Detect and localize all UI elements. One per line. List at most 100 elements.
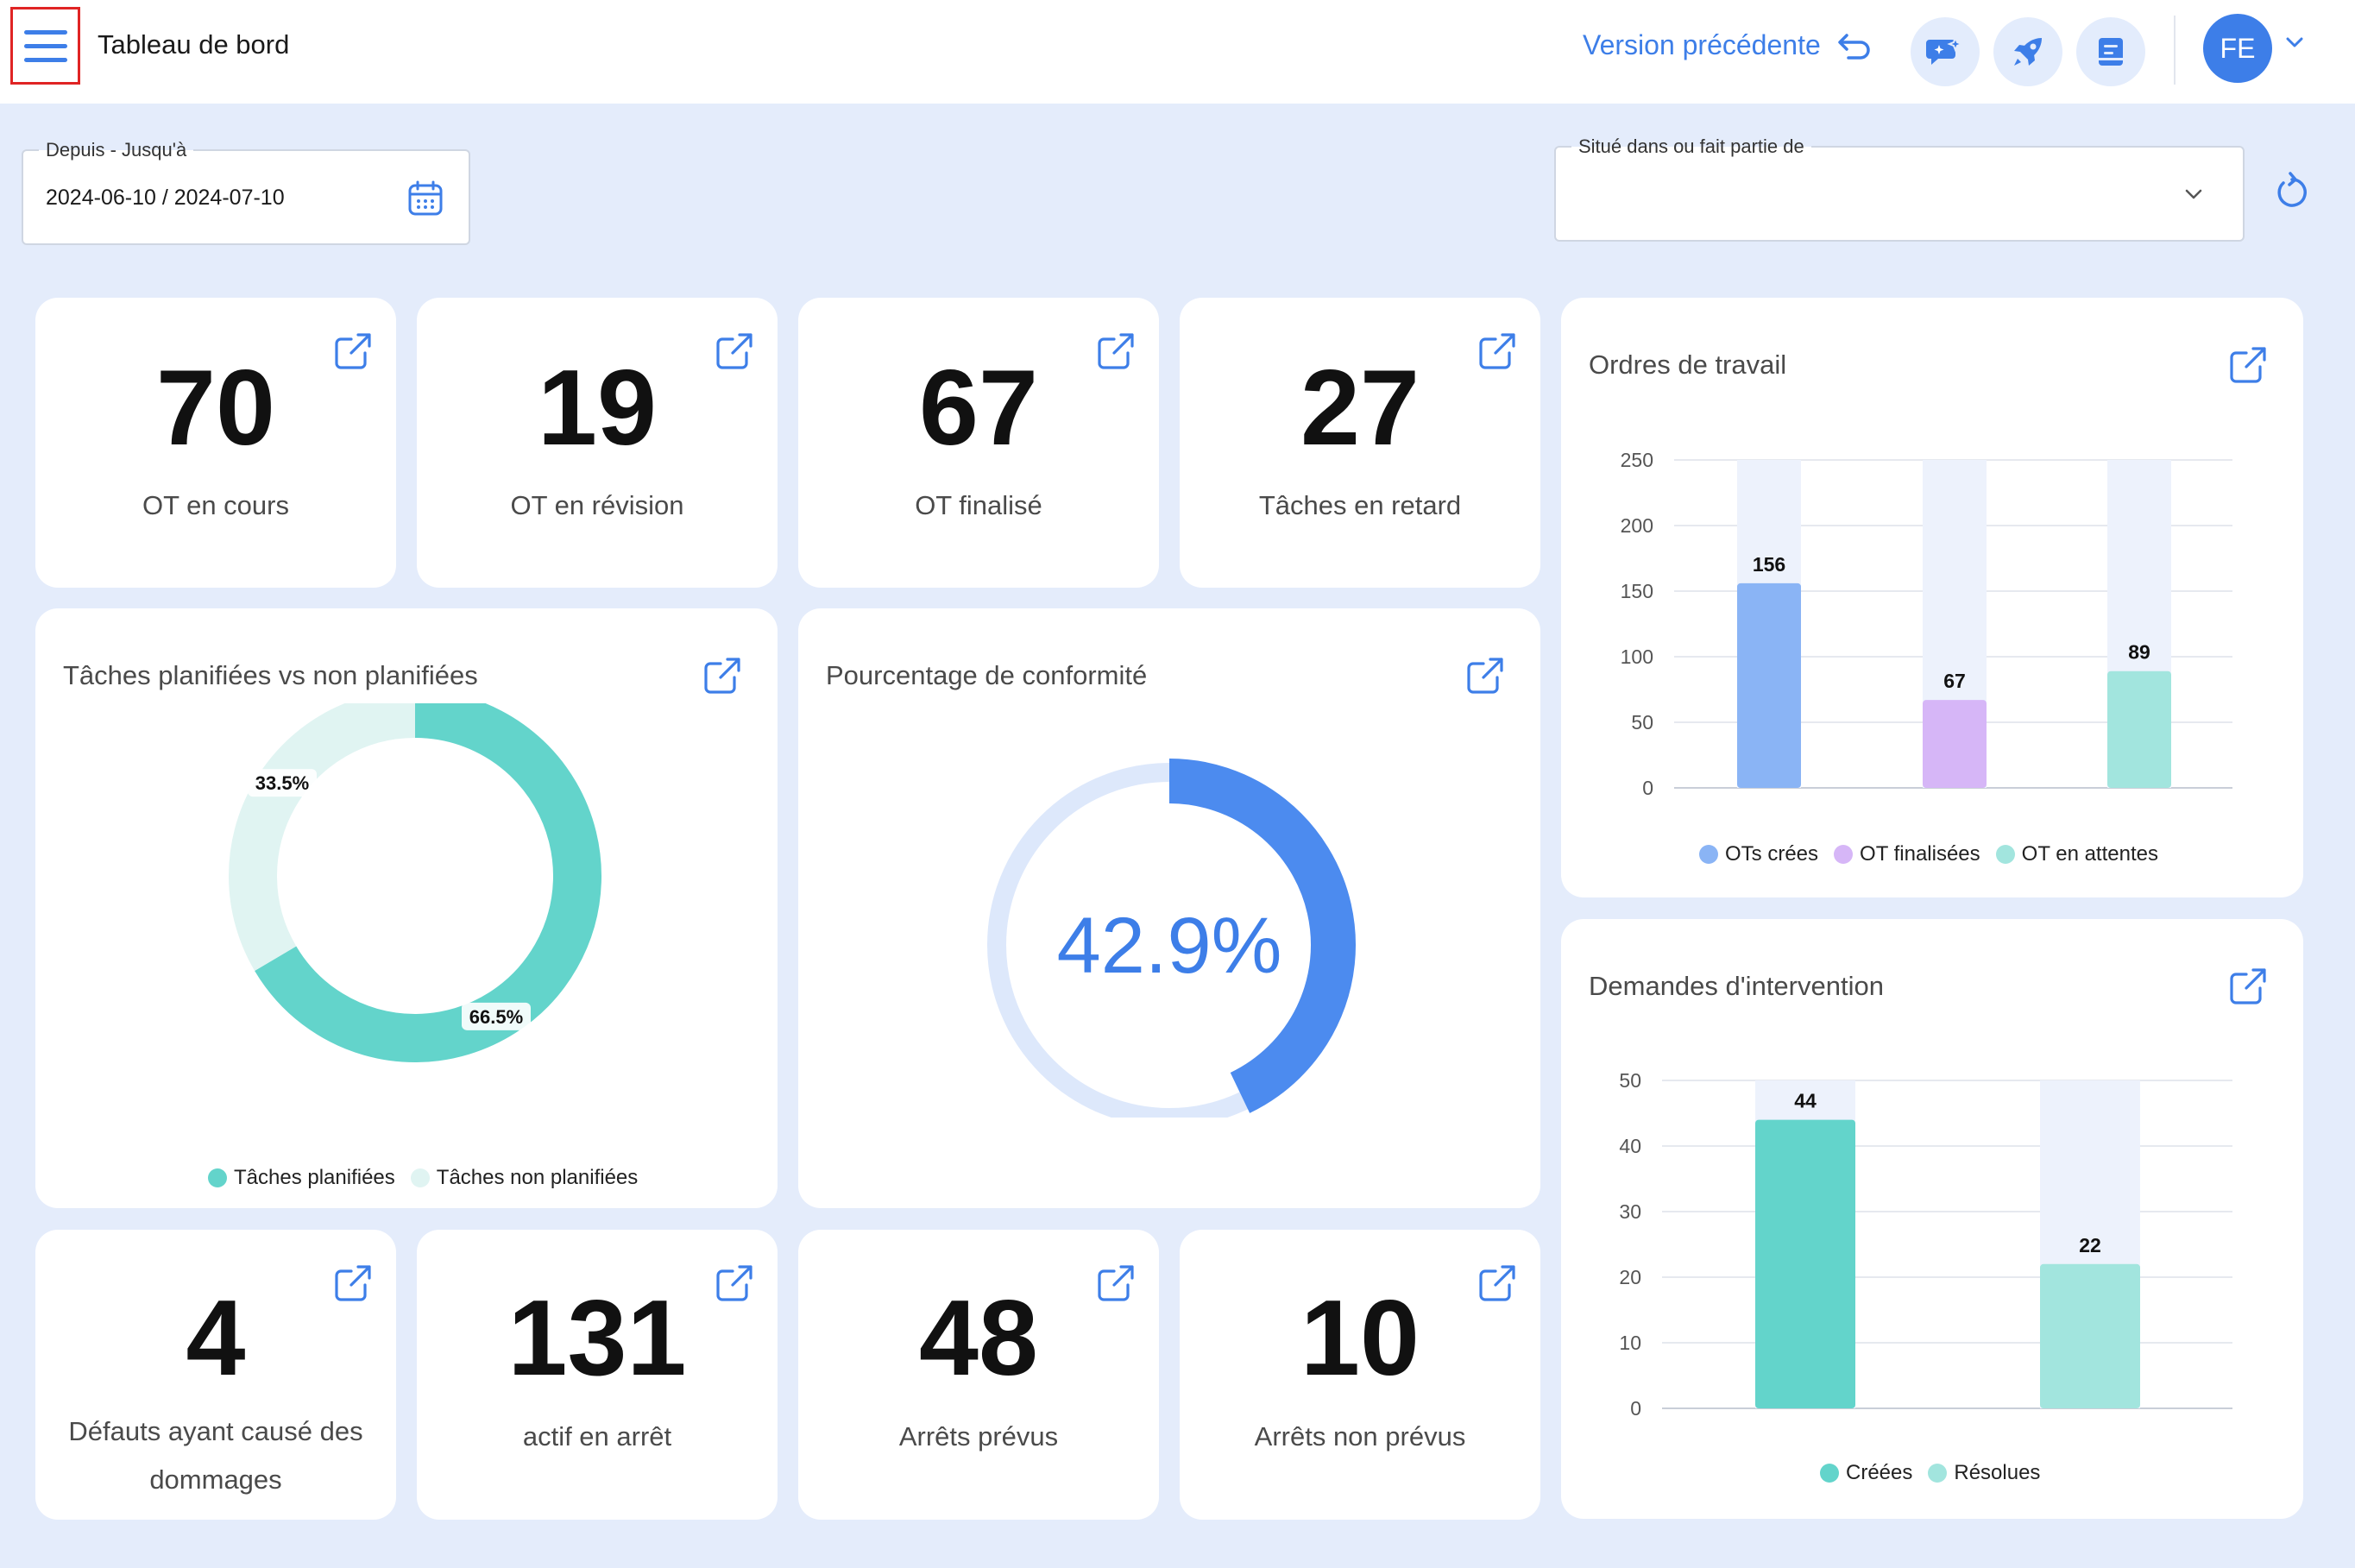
legend-item[interactable]: OT en attentes xyxy=(1995,842,2158,866)
y-tick-label: 0 xyxy=(1642,777,1653,799)
date-range-label: Depuis - Jusqu'à xyxy=(39,139,194,161)
bar[interactable] xyxy=(1737,582,1801,788)
legend-dot xyxy=(410,1168,430,1187)
top-bar: Tableau de bord Version précédente xyxy=(0,0,2355,104)
notes-button[interactable] xyxy=(2076,17,2145,86)
donut-slice[interactable] xyxy=(229,703,416,971)
kpi-label: Arrêts prévus xyxy=(898,1421,1059,1452)
legend-item[interactable]: Tâches non planifiées xyxy=(410,1166,639,1190)
kpi-value: 67 xyxy=(919,349,1038,468)
chat-sparkle-icon xyxy=(1926,35,1964,65)
external-link-icon[interactable] xyxy=(334,332,372,370)
legend-label: Résolues xyxy=(1954,1461,2041,1484)
date-range-field[interactable]: Depuis - Jusqu'à 2024-06-10 / 2024-07-10 xyxy=(22,139,470,245)
hamburger-menu-icon[interactable] xyxy=(10,7,80,85)
kpi-label: OT en cours xyxy=(142,490,289,520)
legend-dot xyxy=(1928,1464,1948,1483)
external-link-icon[interactable] xyxy=(334,1264,372,1302)
bar-value-label: 22 xyxy=(2079,1234,2101,1256)
legend-label: Créées xyxy=(1846,1461,1913,1484)
rocket-button[interactable] xyxy=(1993,17,2062,86)
donut-slice[interactable] xyxy=(255,703,601,1062)
y-tick-label: 150 xyxy=(1621,580,1653,602)
bar-value-label: 89 xyxy=(2128,641,2150,664)
chevron-down-icon[interactable] xyxy=(2285,36,2304,48)
external-link-icon[interactable] xyxy=(703,657,741,695)
kpi-label: actif en arrêt xyxy=(522,1421,672,1452)
chevron-down-icon xyxy=(2185,189,2202,199)
planned-tasks-legend: Tâches planifiées Tâches non planifiées xyxy=(208,1165,638,1191)
bar[interactable] xyxy=(2040,1263,2140,1408)
compliance-gauge: 42.9% xyxy=(987,759,1356,1118)
refresh-icon[interactable] xyxy=(2273,171,2311,212)
bar[interactable] xyxy=(1755,1119,1855,1408)
kpi-card-ot-en-revision: 19 OT en révision xyxy=(417,298,778,588)
kpi-card-arrets-prevus: 48 Arrêts prévus xyxy=(798,1230,1159,1520)
bar-value-label: 67 xyxy=(1943,670,1966,692)
slice-label-background xyxy=(462,1002,531,1030)
external-link-icon[interactable] xyxy=(1097,332,1135,370)
slice-label-background xyxy=(247,769,317,797)
bar[interactable] xyxy=(2107,671,2171,788)
page-title: Tableau de bord xyxy=(98,29,290,60)
planned-tasks-card: Tâches planifiées vs non planifiées 66.5… xyxy=(35,608,778,1208)
work-orders-legend: OTs crées OT finalisées OT en attentes xyxy=(1699,841,2158,867)
y-tick-label: 40 xyxy=(1619,1135,1641,1157)
external-link-icon[interactable] xyxy=(1478,332,1516,370)
slice-value-label: 66.5% xyxy=(469,1006,523,1028)
y-tick-label: 20 xyxy=(1619,1266,1641,1288)
gauge-value-label: 42.9% xyxy=(1057,902,1282,990)
previous-version-button[interactable]: Version précédente xyxy=(1583,29,1873,61)
document-icon xyxy=(2099,38,2123,66)
y-tick-label: 200 xyxy=(1621,514,1653,537)
legend-dot xyxy=(1834,845,1854,864)
card-title: Pourcentage de conformité xyxy=(826,660,1148,690)
legend-label: Tâches non planifiées xyxy=(436,1166,639,1189)
legend-dot xyxy=(1995,845,2015,864)
legend-item[interactable]: OT finalisées xyxy=(1834,842,1980,866)
external-link-icon[interactable] xyxy=(1478,1264,1516,1302)
intervention-requests-card: Demandes d'intervention 0 10 20 30 40 50 44 22 … xyxy=(1561,919,2303,1519)
legend-label: Tâches planifiées xyxy=(234,1166,395,1189)
intervention-requests-bar-chart: 0 10 20 30 40 50 44 22 xyxy=(1619,1069,2232,1420)
calendar-icon[interactable] xyxy=(407,179,444,217)
legend-item[interactable]: Créées xyxy=(1820,1461,1912,1485)
external-link-icon[interactable] xyxy=(715,332,753,370)
bar[interactable] xyxy=(1923,700,1987,788)
intervention-requests-legend: Créées Résolues xyxy=(1820,1460,2040,1486)
kpi-label: OT en révision xyxy=(510,490,684,520)
kpi-label: Tâches en retard xyxy=(1258,490,1462,520)
y-tick-label: 50 xyxy=(1631,711,1653,734)
work-orders-card: Ordres de travail 0 50 100 150 200 250 156 67 89… xyxy=(1561,298,2303,897)
external-link-icon[interactable] xyxy=(2229,967,2267,1005)
legend-item[interactable]: OTs crées xyxy=(1699,842,1818,866)
legend-dot xyxy=(1820,1464,1839,1483)
ai-chat-button[interactable] xyxy=(1911,17,1980,86)
location-label: Situé dans ou fait partie de xyxy=(1571,135,1811,158)
legend-item[interactable]: Résolues xyxy=(1928,1461,2040,1485)
gauge-value-arc xyxy=(1168,759,1356,1113)
card-title: Ordres de travail xyxy=(1589,349,1787,380)
kpi-value: 19 xyxy=(538,349,657,468)
y-tick-label: 100 xyxy=(1621,645,1653,668)
external-link-icon[interactable] xyxy=(2229,346,2267,384)
previous-version-label: Version précédente xyxy=(1583,29,1821,60)
kpi-label: Arrêts non prévus xyxy=(1254,1421,1466,1452)
kpi-value: 131 xyxy=(507,1279,687,1398)
kpi-label: OT finalisé xyxy=(915,490,1042,520)
external-link-icon[interactable] xyxy=(715,1264,753,1302)
legend-label: OTs crées xyxy=(1725,842,1819,866)
y-tick-label: 10 xyxy=(1619,1332,1641,1354)
work-orders-bar-chart: 0 50 100 150 200 250 156 67 89 xyxy=(1621,449,2232,799)
avatar[interactable]: FE xyxy=(2203,14,2272,83)
external-link-icon[interactable] xyxy=(1097,1264,1135,1302)
legend-label: OT finalisées xyxy=(1860,842,1980,866)
location-select[interactable]: Situé dans ou fait partie de xyxy=(1554,135,2245,242)
kpi-card-ot-finalise: 67 OT finalisé xyxy=(798,298,1159,588)
kpi-value: 27 xyxy=(1300,349,1420,468)
bar-value-label: 44 xyxy=(1794,1090,1817,1112)
y-tick-label: 50 xyxy=(1619,1069,1641,1092)
legend-item[interactable]: Tâches planifiées xyxy=(208,1166,395,1190)
kpi-card-ot-en-cours: 70 OT en cours xyxy=(35,298,396,588)
external-link-icon[interactable] xyxy=(1466,657,1504,695)
